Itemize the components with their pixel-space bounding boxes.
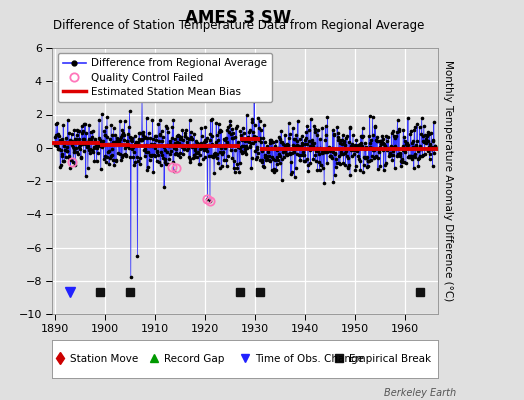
Text: AMES 3 SW: AMES 3 SW	[185, 9, 291, 27]
Text: Difference of Station Temperature Data from Regional Average: Difference of Station Temperature Data f…	[53, 19, 424, 32]
Text: Record Gap: Record Gap	[164, 354, 224, 364]
Legend: Difference from Regional Average, Quality Control Failed, Estimated Station Mean: Difference from Regional Average, Qualit…	[58, 53, 272, 102]
Text: Time of Obs. Change: Time of Obs. Change	[255, 354, 364, 364]
Y-axis label: Monthly Temperature Anomaly Difference (°C): Monthly Temperature Anomaly Difference (…	[443, 60, 453, 302]
Text: Empirical Break: Empirical Break	[349, 354, 431, 364]
Text: Station Move: Station Move	[70, 354, 138, 364]
Text: Berkeley Earth: Berkeley Earth	[384, 388, 456, 398]
